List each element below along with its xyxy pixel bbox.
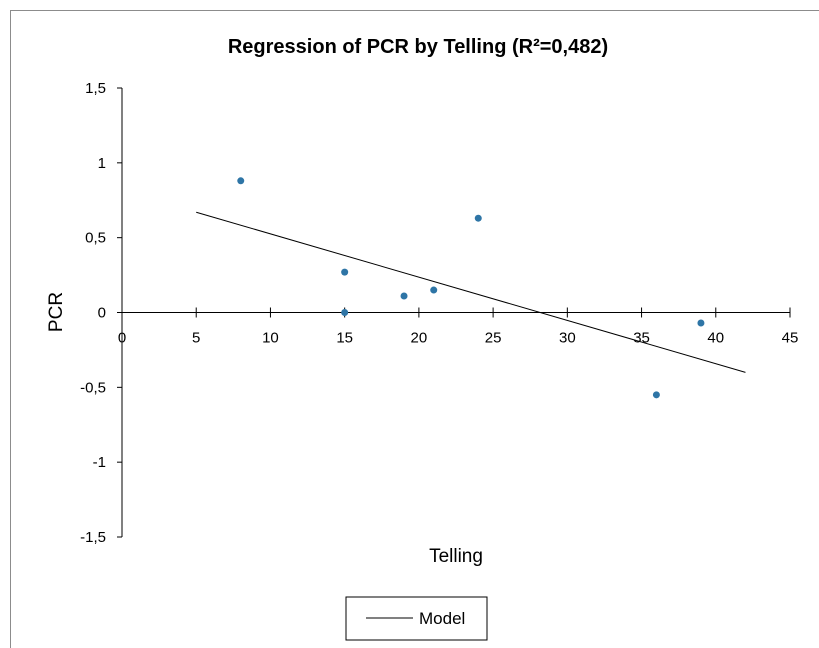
axes [121, 88, 790, 537]
y-tick-label: 0,5 [85, 230, 106, 247]
x-tick-label: 5 [192, 330, 200, 347]
data-point [474, 214, 482, 222]
data-points [237, 177, 705, 399]
chart-title: Regression of PCR by Telling (R²=0,482) [228, 36, 608, 58]
data-point [697, 319, 705, 327]
x-tick-label: 45 [782, 330, 799, 347]
data-point [652, 391, 660, 399]
y-tick-label: -1 [93, 454, 106, 471]
y-tick-label: -1,5 [80, 529, 106, 546]
data-point [341, 309, 349, 316]
y-axis-title: PCR [46, 292, 67, 332]
data-point [237, 177, 245, 185]
y-tick-label: 1 [98, 155, 106, 172]
chart-frame [10, 10, 819, 648]
y-tick-label: -0,5 [80, 379, 106, 396]
x-tick-label: 40 [707, 330, 724, 347]
x-tick-label: 35 [633, 330, 650, 347]
model-regression-line [196, 211, 746, 373]
x-tick-label: 0 [118, 330, 126, 347]
x-tick-label: 15 [336, 330, 353, 347]
x-tick-label: 20 [411, 330, 428, 347]
legend-model-label: Model [419, 609, 465, 628]
y-ticks: 1,5 1 0,5 0 -0,5 -1 -1,5 [80, 80, 122, 546]
data-point [341, 268, 349, 276]
data-point [430, 286, 438, 294]
legend: Model [345, 596, 488, 641]
data-point [400, 292, 408, 300]
x-ticks: 0 5 10 15 20 25 30 35 40 45 [118, 307, 799, 347]
x-tick-label: 10 [262, 330, 279, 347]
y-tick-label: 0 [98, 305, 106, 322]
x-axis-title: Telling [429, 546, 483, 567]
x-tick-label: 25 [485, 330, 502, 347]
y-tick-label: 1,5 [85, 80, 106, 97]
x-tick-label: 30 [559, 330, 576, 347]
